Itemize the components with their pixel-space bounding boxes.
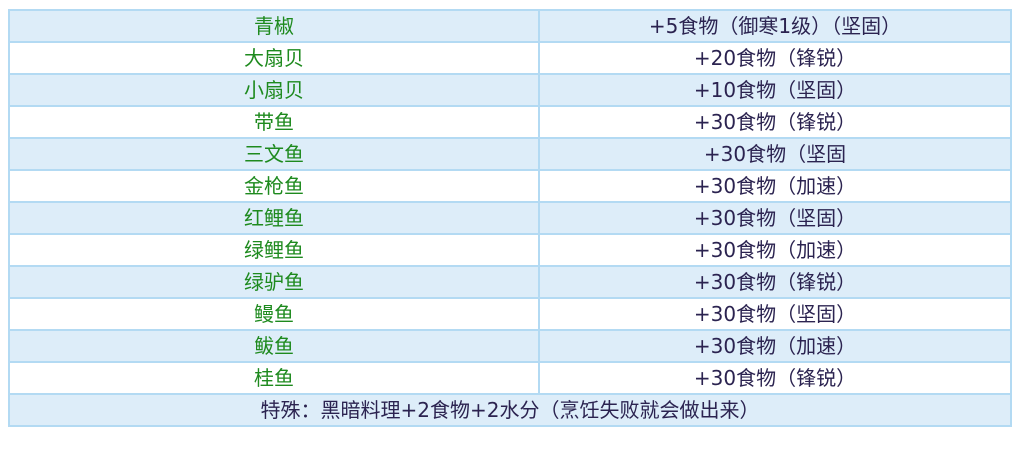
food-name-cell: 青椒: [8, 9, 540, 43]
food-effect-cell: +30食物（坚固: [538, 137, 1012, 171]
food-effect-cell: +30食物（坚固）: [538, 297, 1012, 331]
table-row: 红鲤鱼 +30食物（坚固）: [8, 201, 1012, 235]
table-row: 桂鱼 +30食物（锋锐）: [8, 361, 1012, 395]
food-name-cell: 金枪鱼: [8, 169, 540, 203]
food-name-cell: 绿驴鱼: [8, 265, 540, 299]
table-row: 金枪鱼 +30食物（加速）: [8, 169, 1012, 203]
food-effect-cell: +30食物（加速）: [538, 169, 1012, 203]
food-name-cell: 鲅鱼: [8, 329, 540, 363]
table-row: 青椒 +5食物（御寒1级）（坚固）: [8, 9, 1012, 43]
food-name-cell: 绿鲤鱼: [8, 233, 540, 267]
table-row: 绿驴鱼 +30食物（锋锐）: [8, 265, 1012, 299]
food-effect-cell: +5食物（御寒1级）（坚固）: [538, 9, 1012, 43]
food-name-cell: 大扇贝: [8, 41, 540, 75]
food-name-cell: 带鱼: [8, 105, 540, 139]
food-effect-cell: +30食物（加速）: [538, 329, 1012, 363]
table-row: 大扇贝 +20食物（锋锐）: [8, 41, 1012, 75]
food-name-cell: 三文鱼: [8, 137, 540, 171]
food-effect-cell: +30食物（加速）: [538, 233, 1012, 267]
footer-row: 特殊：黑暗料理+2食物+2水分（烹饪失败就会做出来）: [8, 393, 1012, 427]
food-name-cell: 小扇贝: [8, 73, 540, 107]
table-row: 带鱼 +30食物（锋锐）: [8, 105, 1012, 139]
food-effect-cell: +30食物（锋锐）: [538, 105, 1012, 139]
table-row: 鲅鱼 +30食物（加速）: [8, 329, 1012, 363]
food-table-body: 青椒 +5食物（御寒1级）（坚固） 大扇贝 +20食物（锋锐） 小扇贝 +10食物（坚固）…: [8, 9, 1012, 427]
food-table: 青椒 +5食物（御寒1级）（坚固） 大扇贝 +20食物（锋锐） 小扇贝 +10食物（坚固）…: [8, 9, 1012, 427]
food-effect-cell: +10食物（坚固）: [538, 73, 1012, 107]
table-row: 三文鱼 +30食物（坚固: [8, 137, 1012, 171]
food-effect-cell: +30食物（锋锐）: [538, 265, 1012, 299]
food-name-cell: 鳗鱼: [8, 297, 540, 331]
table-row: 鳗鱼 +30食物（坚固）: [8, 297, 1012, 331]
food-name-cell: 红鲤鱼: [8, 201, 540, 235]
food-effect-cell: +30食物（锋锐）: [538, 361, 1012, 395]
table-row: 绿鲤鱼 +30食物（加速）: [8, 233, 1012, 267]
table-row: 小扇贝 +10食物（坚固）: [8, 73, 1012, 107]
food-name-cell: 桂鱼: [8, 361, 540, 395]
food-effect-cell: +20食物（锋锐）: [538, 41, 1012, 75]
special-note: 特殊：黑暗料理+2食物+2水分（烹饪失败就会做出来）: [8, 393, 1012, 427]
food-effect-cell: +30食物（坚固）: [538, 201, 1012, 235]
